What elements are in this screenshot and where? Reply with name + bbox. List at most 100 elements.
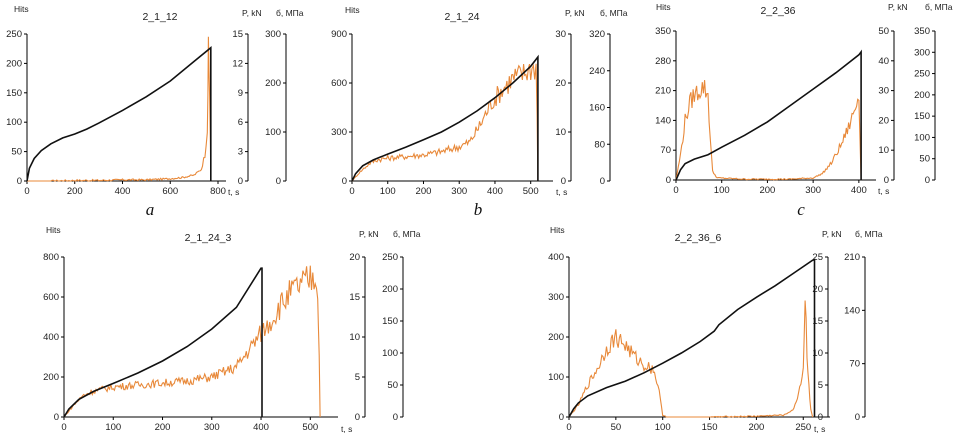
panel-letter: c: [797, 200, 805, 219]
y-right-stress-tick-label: 0: [925, 175, 930, 186]
x-tick-label: 600: [162, 186, 178, 197]
series-hits-line: [351, 63, 539, 182]
y-right-stress-tick-label: 0: [393, 412, 398, 423]
x-tick-label: 200: [67, 186, 83, 197]
y-right-stress-tick-label: 200: [265, 78, 281, 89]
chart-title: 2_2_36: [760, 5, 795, 17]
x-tick-label: 200: [748, 422, 764, 433]
x-tick-label: 100: [380, 186, 396, 197]
y-left-tick-label: 0: [54, 412, 59, 423]
y-right-load-axis-label: P, kN: [242, 8, 262, 18]
y-right-load-tick-label: 10: [878, 145, 889, 156]
y-right-stress-tick-label: 50: [387, 380, 398, 391]
x-tick-label: 300: [204, 422, 220, 433]
y-left-tick-label: 300: [331, 127, 347, 138]
y-right-stress-tick-label: 50: [919, 154, 930, 165]
y-left-axis-label: Hits: [656, 2, 671, 12]
y-right-load-tick-label: 30: [555, 29, 566, 40]
y-right-stress-tick-label: 320: [589, 29, 605, 40]
x-tick-label: 200: [416, 186, 432, 197]
y-right-stress-tick-label: 100: [382, 348, 398, 359]
y-right-load-tick-label: 20: [878, 115, 889, 126]
y-left-tick-label: 600: [43, 292, 59, 303]
chart-panel-3: 0 70 140 210 280 350 0 10 20 30 40 50 0 50 100 150 200 25…: [655, 2, 953, 219]
y-right-load-tick-label: 25: [812, 252, 823, 263]
panel-letter: a: [146, 200, 155, 219]
y-left-tick-label: 210: [655, 86, 671, 97]
y-right-load-axis-label: P, kN: [359, 229, 379, 239]
y-right-load-tick-label: 5: [355, 372, 360, 383]
x-axis-label: t, s: [556, 187, 567, 197]
y-left-tick-label: 600: [331, 78, 347, 89]
y-right-stress-tick-label: 350: [914, 26, 930, 37]
y-right-load-axis-label: P, kN: [822, 229, 842, 239]
y-right-stress-tick-label: 150: [914, 111, 930, 122]
y-right-stress-tick-label: 70: [849, 359, 860, 370]
y-left-axis-label: Hits: [14, 4, 29, 14]
y-right-stress-tick-label: 150: [382, 316, 398, 327]
y-right-load-axis-label: P, kN: [888, 2, 908, 12]
x-tick-label: 50: [611, 422, 622, 433]
y-right-load-tick-label: 10: [812, 348, 823, 359]
x-tick-label: 400: [115, 186, 131, 197]
x-tick-label: 200: [759, 185, 775, 196]
y-left-tick-label: 200: [548, 332, 564, 343]
y-left-axis-label: Hits: [46, 225, 61, 235]
y-right-stress-axis-label: б, МПа: [925, 2, 953, 12]
y-right-stress-tick-label: 80: [594, 139, 605, 150]
y-right-load-tick-label: 0: [884, 175, 889, 186]
y-left-tick-label: 400: [548, 252, 564, 263]
x-tick-label: 0: [349, 186, 354, 197]
x-tick-label: 400: [487, 186, 503, 197]
y-right-stress-tick-label: 200: [382, 284, 398, 295]
y-right-stress-axis-label: б, МПа: [276, 8, 304, 18]
y-right-stress-tick-label: 250: [914, 69, 930, 80]
x-tick-label: 300: [451, 186, 467, 197]
y-left-tick-label: 200: [6, 58, 22, 69]
series-load-line: [63, 267, 263, 418]
x-tick-label: 150: [702, 422, 718, 433]
y-left-tick-label: 250: [6, 29, 22, 40]
y-right-load-tick-label: 20: [812, 284, 823, 295]
x-tick-label: 500: [302, 422, 318, 433]
y-right-load-tick-label: 30: [878, 86, 889, 97]
x-tick-label: 0: [673, 185, 678, 196]
y-left-tick-label: 0: [17, 176, 22, 187]
y-right-load-tick-label: 9: [238, 88, 243, 99]
y-right-stress-tick-label: 240: [589, 66, 605, 77]
x-tick-label: 100: [714, 185, 730, 196]
y-right-stress-tick-label: 300: [265, 29, 281, 40]
y-right-load-tick-label: 6: [238, 117, 243, 128]
x-tick-label: 400: [851, 185, 867, 196]
y-right-stress-tick-label: 160: [589, 103, 605, 114]
y-left-tick-label: 140: [655, 115, 671, 126]
y-right-stress-tick-label: 100: [914, 132, 930, 143]
series-load-line: [675, 49, 862, 181]
y-right-load-tick-label: 50: [878, 26, 889, 37]
y-right-stress-tick-label: 300: [914, 47, 930, 58]
y-right-stress-tick-label: 0: [855, 412, 860, 423]
y-left-tick-label: 70: [660, 145, 671, 156]
x-tick-label: 800: [210, 186, 226, 197]
series-load-line: [26, 46, 212, 182]
x-tick-label: 100: [105, 422, 121, 433]
y-left-tick-label: 280: [655, 56, 671, 67]
x-axis-label: t, s: [228, 187, 239, 197]
y-right-stress-tick-label: 0: [276, 176, 281, 187]
y-right-stress-axis-label: б, МПа: [600, 8, 628, 18]
y-right-load-tick-label: 10: [555, 127, 566, 138]
y-right-load-tick-label: 20: [555, 78, 566, 89]
y-left-tick-label: 900: [331, 29, 347, 40]
y-left-tick-label: 300: [548, 292, 564, 303]
y-left-tick-label: 150: [6, 88, 22, 99]
y-right-stress-tick-label: 100: [265, 127, 281, 138]
x-tick-label: 0: [61, 422, 66, 433]
series-hits-line: [63, 265, 321, 418]
y-left-tick-label: 0: [559, 412, 564, 423]
chart-title: 2_2_36_6: [675, 232, 722, 244]
x-tick-label: 400: [253, 422, 269, 433]
y-left-tick-label: 0: [342, 176, 347, 187]
